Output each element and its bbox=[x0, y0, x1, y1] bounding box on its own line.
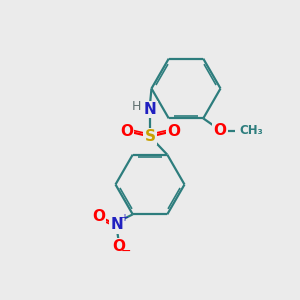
Text: −: − bbox=[121, 245, 131, 258]
Text: +: + bbox=[120, 213, 128, 223]
Text: O: O bbox=[213, 124, 226, 139]
Text: O: O bbox=[112, 239, 125, 254]
Text: CH₃: CH₃ bbox=[239, 124, 263, 137]
Text: N: N bbox=[144, 102, 156, 117]
Text: O: O bbox=[92, 209, 105, 224]
Text: N: N bbox=[111, 218, 124, 232]
Text: O: O bbox=[120, 124, 133, 139]
Text: O: O bbox=[167, 124, 180, 139]
Text: S: S bbox=[145, 129, 155, 144]
Text: H: H bbox=[132, 100, 141, 113]
